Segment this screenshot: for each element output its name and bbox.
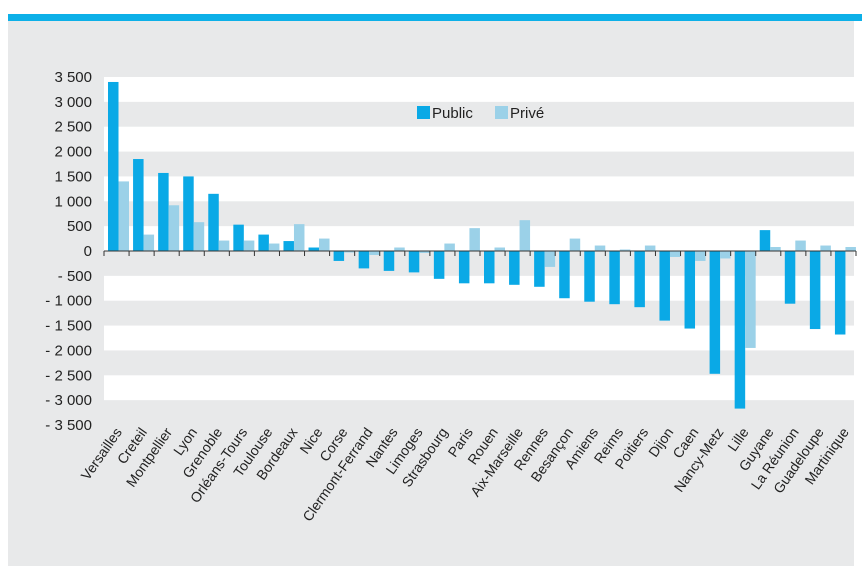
grid-band (104, 77, 856, 102)
bar-public (759, 230, 771, 251)
y-tick-label: 2 500 (54, 119, 92, 136)
bar-prive (143, 234, 155, 251)
bar-prive (268, 243, 280, 251)
bar-prive (845, 247, 856, 251)
bar-public (534, 251, 545, 287)
top-rule (8, 14, 862, 21)
bar-prive (795, 240, 806, 251)
bar-public (233, 224, 244, 251)
bar-public (258, 234, 269, 251)
bar-public (834, 251, 846, 335)
bar-public (709, 251, 721, 374)
bar-prive (720, 251, 731, 259)
grid-band (104, 325, 856, 351)
bar-public (133, 159, 144, 251)
bar-public (559, 251, 570, 299)
bar-public (584, 251, 595, 302)
bar-prive (243, 240, 255, 251)
bar-public (158, 172, 169, 251)
y-tick-label: - 3 500 (45, 417, 92, 434)
bar-public (458, 251, 470, 284)
bar-public (383, 251, 395, 271)
bar-public (659, 251, 670, 321)
bar-prive (293, 224, 305, 251)
grid-band (104, 126, 856, 152)
y-tick-label: 1 000 (54, 193, 92, 210)
bar-public (358, 251, 370, 269)
bar-prive (419, 251, 430, 253)
legend: Public Privé (417, 105, 544, 122)
bar-prive (569, 238, 581, 251)
y-tick-label: - 1 000 (45, 293, 92, 310)
y-tick-label: 0 (84, 243, 92, 260)
bar-prive (544, 251, 556, 267)
bar-public (734, 251, 746, 409)
y-tick-label: - 500 (58, 268, 92, 285)
y-tick-label: 500 (67, 218, 92, 235)
bar-public (308, 247, 320, 251)
bar-prive (168, 205, 180, 251)
bar-prive (519, 220, 531, 251)
y-tick-label: 3 500 (54, 69, 92, 86)
y-tick-label: - 1 500 (45, 318, 92, 335)
bar-public (609, 251, 620, 305)
bar-public (408, 251, 420, 273)
bar-prive (494, 247, 505, 251)
bar-prive (394, 247, 405, 251)
bar-public (809, 251, 821, 330)
bar-prive (444, 243, 455, 251)
bar-prive (319, 238, 330, 251)
bar-public (108, 81, 119, 251)
bar-prive (770, 247, 781, 251)
bar-public (484, 251, 495, 284)
bar-public (684, 251, 696, 329)
bar-prive (745, 251, 756, 348)
bar-prive (695, 251, 706, 261)
bar-public (634, 251, 645, 308)
y-tick-label: 1 500 (54, 168, 92, 185)
bar-prive (118, 181, 129, 251)
grid-band (104, 176, 856, 202)
bar-prive (669, 251, 681, 257)
legend-swatch (495, 106, 508, 119)
grid-band (104, 375, 856, 401)
bar-prive (619, 249, 631, 251)
bar-prive (594, 245, 606, 251)
y-tick-label: - 3 000 (45, 392, 92, 409)
bar-prive (820, 245, 831, 251)
y-tick-label: - 2 000 (45, 342, 92, 359)
bar-public (283, 241, 294, 251)
grid-band (104, 226, 856, 251)
grid-band (104, 275, 856, 301)
legend-label: Privé (510, 105, 544, 122)
bar-public (183, 176, 194, 251)
bar-prive (218, 240, 230, 251)
y-tick-label: 2 000 (54, 144, 92, 161)
bar-prive (644, 245, 656, 251)
bar-public (208, 193, 219, 251)
y-tick-label: 3 000 (54, 94, 92, 111)
bar-prive (469, 228, 480, 251)
bar-public (509, 251, 520, 285)
legend-label: Public (432, 105, 473, 122)
bar-prive (193, 222, 205, 251)
legend-swatch (417, 106, 430, 119)
bar-public (784, 251, 796, 304)
bar-public (333, 251, 345, 261)
bar-public (433, 251, 445, 279)
y-tick-label: - 2 500 (45, 367, 92, 384)
bar-prive (369, 251, 380, 255)
bar-prive (344, 251, 355, 253)
